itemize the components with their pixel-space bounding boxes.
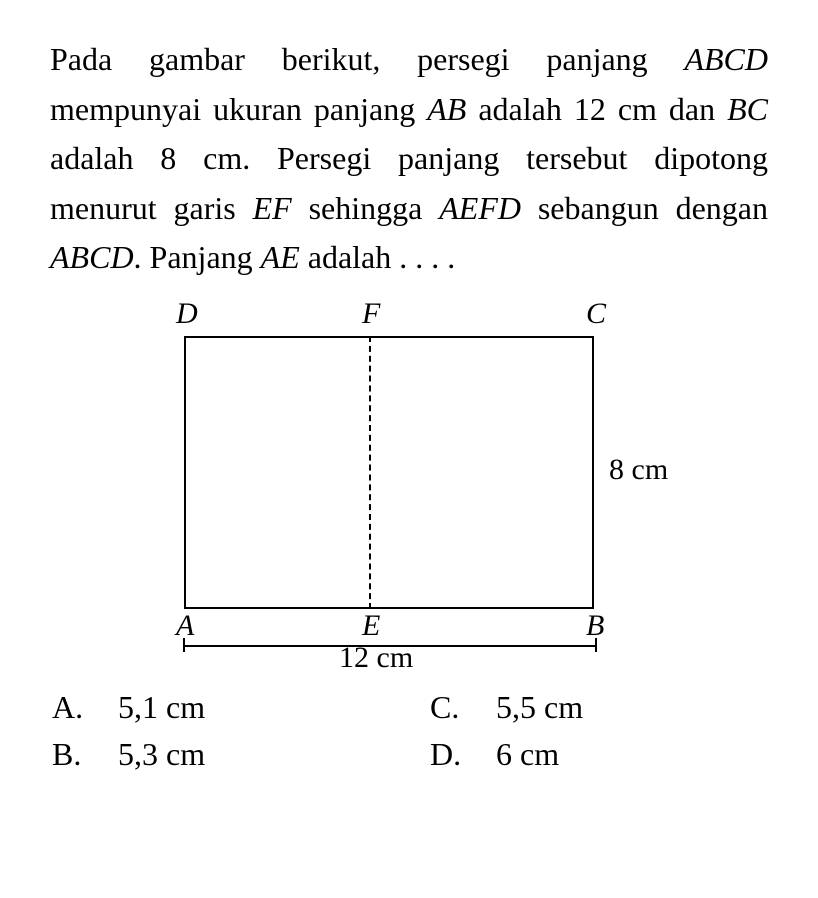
option-b-letter: B.	[52, 736, 92, 773]
option-c: C. 5,5 cm	[430, 689, 768, 726]
q-var-abcd2: ABCD	[50, 239, 134, 275]
q-var-bc: BC	[727, 91, 768, 127]
q-var-ae: AE	[261, 239, 300, 275]
q-var-ab: AB	[427, 91, 466, 127]
ruler-tick-right	[595, 638, 597, 652]
q-var-abcd: ABCD	[684, 41, 768, 77]
line-ef	[369, 336, 371, 609]
option-c-value: 5,5 cm	[496, 689, 583, 726]
option-d-value: 6 cm	[496, 736, 559, 773]
option-b-value: 5,3 cm	[118, 736, 205, 773]
option-c-letter: C.	[430, 689, 470, 726]
q-text-7: . Panjang	[134, 239, 261, 275]
vertex-label-c: C	[586, 297, 606, 331]
dimension-8cm: 8 cm	[609, 453, 668, 487]
dimension-12cm: 12 cm	[339, 641, 413, 675]
answer-options: A. 5,1 cm C. 5,5 cm B. 5,3 cm D. 6 cm	[50, 689, 768, 773]
q-text-6: sebangun dengan	[521, 190, 768, 226]
figure-container: D F C A E B 8 cm 12 cm	[50, 301, 768, 671]
option-a-letter: A.	[52, 689, 92, 726]
q-var-aefd: AEFD	[439, 190, 521, 226]
q-text-1: Pada gambar berikut, persegi panjang	[50, 41, 684, 77]
vertex-label-f: F	[362, 297, 380, 331]
option-a: A. 5,1 cm	[52, 689, 390, 726]
vertex-label-d: D	[176, 297, 198, 331]
geometry-diagram: D F C A E B 8 cm 12 cm	[124, 301, 694, 671]
q-text-5: sehingga	[292, 190, 440, 226]
rectangle-abcd	[184, 336, 594, 609]
q-text-3: adalah 12 cm dan	[466, 91, 727, 127]
q-text-2: mempunyai ukuran panjang	[50, 91, 427, 127]
option-a-value: 5,1 cm	[118, 689, 205, 726]
q-var-ef: EF	[253, 190, 292, 226]
option-d: D. 6 cm	[430, 736, 768, 773]
question-text: Pada gambar berikut, persegi panjang ABC…	[50, 35, 768, 283]
q-text-8: adalah . . . .	[300, 239, 456, 275]
option-b: B. 5,3 cm	[52, 736, 390, 773]
option-d-letter: D.	[430, 736, 470, 773]
